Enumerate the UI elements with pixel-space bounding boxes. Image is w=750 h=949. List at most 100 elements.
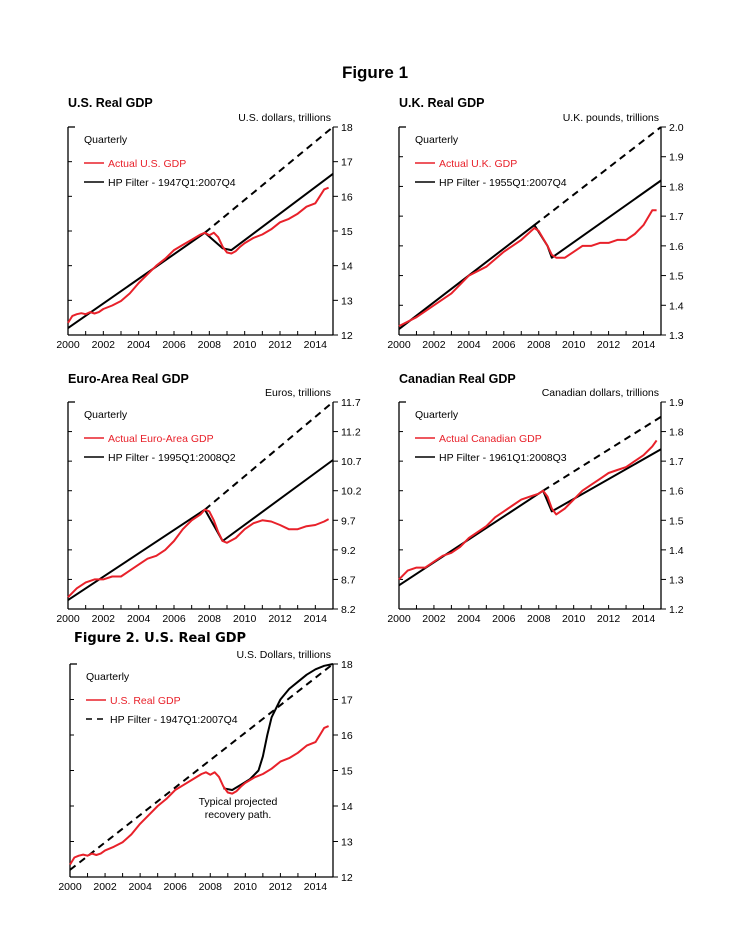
y-tick-label: 1.6 [669,486,684,498]
y-tick-label: 1.3 [669,574,684,586]
x-tick-label: 2006 [162,613,186,625]
unit-label: U.S. dollars, trillions [238,112,331,124]
series-line-trend [398,448,662,587]
y-tick-label: 8.2 [341,604,356,616]
legend-label: Actual Canadian GDP [439,433,542,445]
x-tick-label: 2008 [527,339,551,351]
x-tick-label: 2008 [199,881,223,893]
x-tick-label: 2004 [127,613,151,625]
x-tick-label: 2004 [457,613,481,625]
x-tick-label: 2014 [304,339,328,351]
x-tick-label: 2000 [58,881,82,893]
legend-label: Actual Euro-Area GDP [108,433,214,445]
series-line-projection [69,663,334,871]
y-tick-label: 1.9 [669,397,684,409]
series-line-actual [67,186,329,324]
quarterly-label: Quarterly [415,409,459,421]
quarterly-label: Quarterly [84,409,128,421]
y-tick-label: 14 [341,801,353,813]
quarterly-label: Quarterly [86,671,130,683]
quarterly-label: Quarterly [415,134,459,146]
x-tick-label: 2002 [92,339,116,351]
y-tick-label: 1.4 [669,300,684,312]
chart-title: Euro-Area Real GDP [68,372,189,386]
y-tick-label: 1.8 [669,181,684,193]
y-tick-label: 9.7 [341,515,356,527]
y-tick-label: 1.4 [669,545,684,557]
x-tick-label: 2000 [387,339,411,351]
y-tick-label: 12 [341,872,353,884]
x-tick-label: 2010 [233,613,257,625]
y-tick-label: 10.2 [341,486,362,498]
y-tick-label: 13 [341,837,353,849]
y-tick-label: 17 [341,157,353,169]
x-tick-label: 2004 [127,339,151,351]
legend-label: Actual U.S. GDP [108,158,186,170]
y-tick-label: 1.5 [669,515,684,527]
series-line-actual [67,508,330,598]
unit-label: Canadian dollars, trillions [542,387,659,399]
legend-label: Actual U.K. GDP [439,158,517,170]
y-tick-label: 15 [341,226,353,238]
x-tick-label: 2002 [93,881,117,893]
y-tick-label: 2.0 [669,122,684,134]
x-tick-label: 2012 [268,613,292,625]
x-tick-label: 2006 [164,881,188,893]
series-line-trend [67,459,334,601]
x-tick-label: 2014 [632,613,656,625]
annotation-text: recovery path. [205,809,272,821]
series-line-recovery [223,663,334,791]
x-tick-label: 2014 [632,339,656,351]
y-tick-label: 1.5 [669,271,684,283]
x-tick-label: 2010 [562,613,586,625]
x-tick-label: 2008 [527,613,551,625]
y-tick-label: 13 [341,295,353,307]
y-tick-label: 9.2 [341,545,356,557]
unit-label: U.K. pounds, trillions [563,112,659,124]
series-line-projection [204,401,334,511]
x-tick-label: 2010 [234,881,258,893]
legend-label: HP Filter - 1947Q1:2007Q4 [108,177,236,189]
y-tick-label: 12 [341,330,353,342]
figure-2-title: Figure 2. U.S. Real GDP [74,631,247,646]
y-tick-label: 15 [341,766,353,778]
y-tick-label: 18 [341,659,353,671]
x-tick-label: 2012 [269,881,293,893]
x-tick-label: 2010 [233,339,257,351]
series-line-actual [69,725,329,866]
y-tick-label: 1.3 [669,330,684,342]
y-tick-label: 11.2 [341,427,361,439]
y-tick-label: 1.7 [669,211,684,223]
x-tick-label: 2012 [597,339,621,351]
y-tick-label: 1.6 [669,241,684,253]
y-tick-label: 10.7 [341,456,362,468]
quarterly-label: Quarterly [84,134,128,146]
x-tick-label: 2012 [597,613,621,625]
x-tick-label: 2006 [492,613,516,625]
x-tick-label: 2004 [457,339,481,351]
chart-title: U.S. Real GDP [68,96,153,110]
y-tick-label: 14 [341,261,353,273]
x-tick-label: 2002 [422,613,446,625]
y-tick-label: 16 [341,730,353,742]
chart-title: U.K. Real GDP [399,96,484,110]
y-tick-label: 1.8 [669,427,684,439]
y-tick-label: 8.7 [341,574,356,586]
legend-label: U.S. Real GDP [110,695,181,707]
x-tick-label: 2014 [304,613,328,625]
annotation-text: Typical projected [199,796,278,808]
y-tick-label: 1.2 [669,604,684,616]
series-line-projection [204,126,334,234]
x-tick-label: 2000 [387,613,411,625]
x-tick-label: 2000 [56,613,80,625]
x-tick-label: 2006 [492,339,516,351]
x-tick-label: 2008 [198,339,222,351]
series-line-actual [398,439,658,581]
series-line-actual [398,209,657,327]
legend-label: HP Filter - 1955Q1:2007Q4 [439,177,567,189]
